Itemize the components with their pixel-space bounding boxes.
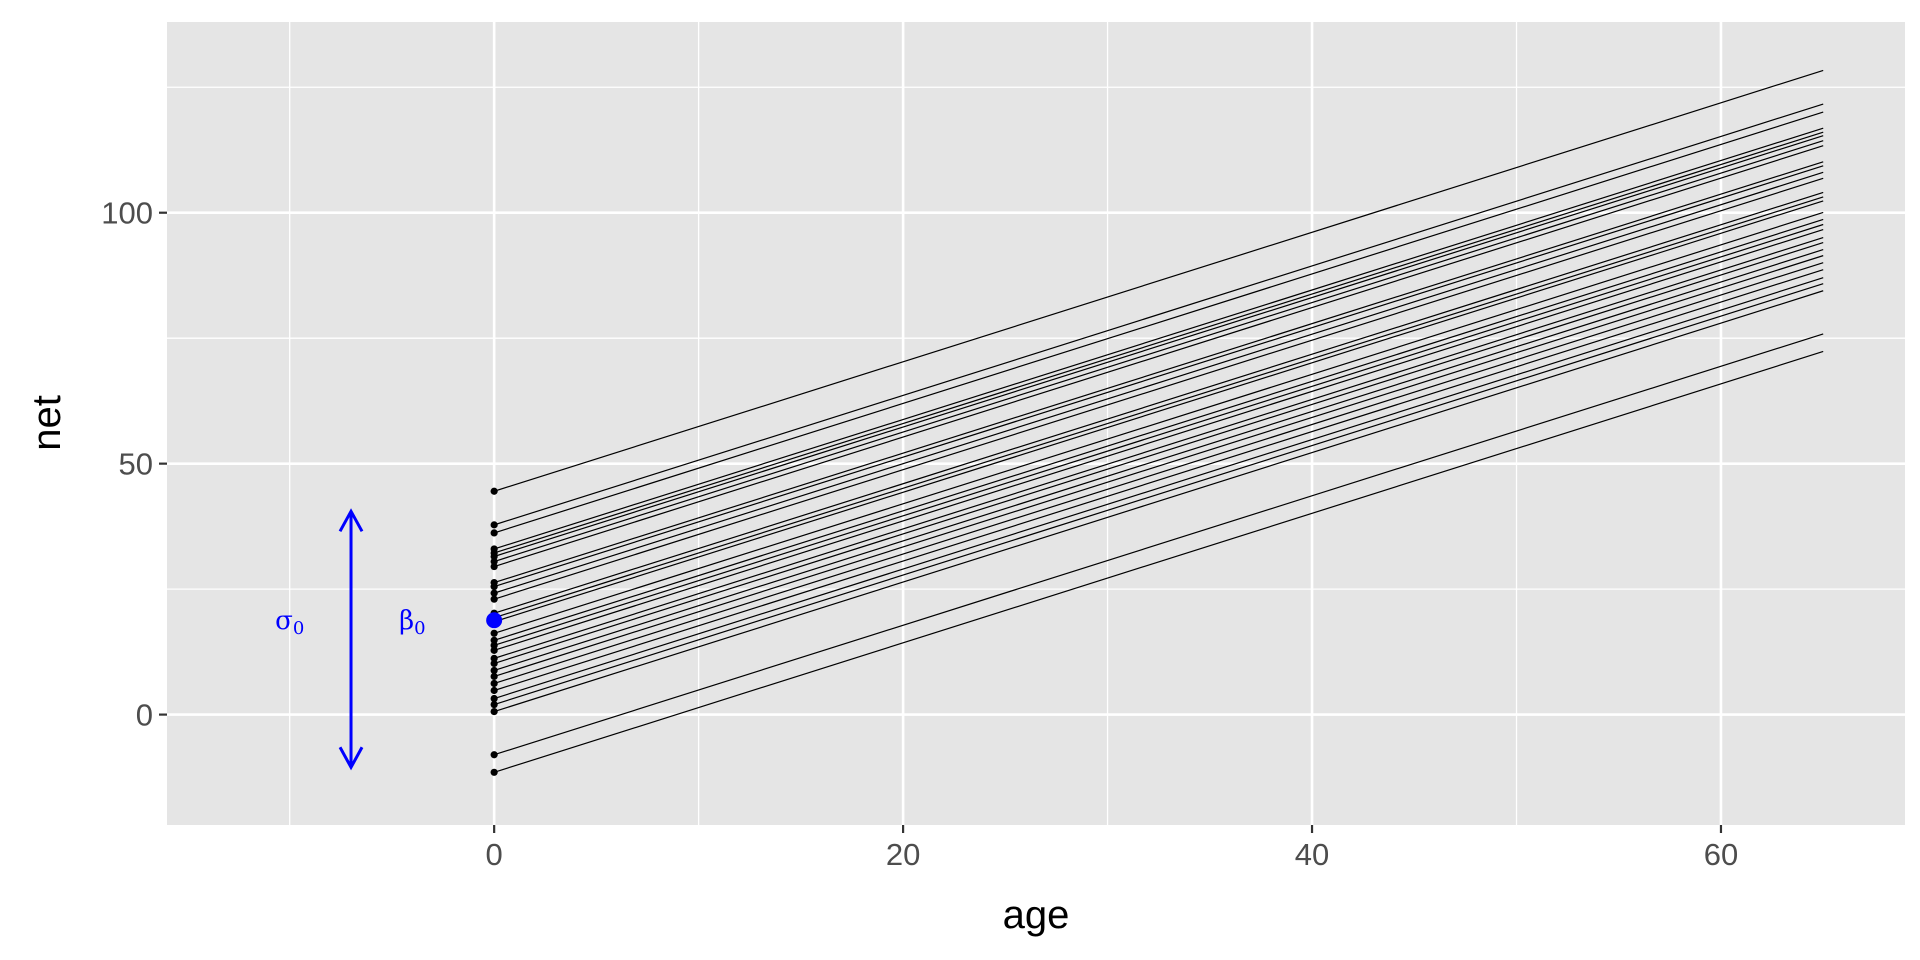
intercept-point <box>490 595 498 603</box>
y-tick-labels: 0 50 100 <box>101 196 153 733</box>
series-line <box>493 165 1824 588</box>
series-line <box>493 200 1824 623</box>
x-tick-label: 40 <box>1295 837 1329 872</box>
series-line <box>493 111 1824 534</box>
series-line <box>493 140 1824 563</box>
series-line <box>493 269 1824 692</box>
series-line <box>493 171 1824 594</box>
series-line <box>493 196 1824 619</box>
intercept-point <box>490 552 498 561</box>
intercept-point <box>490 583 498 591</box>
y-tick-label: 100 <box>101 196 153 231</box>
intercept-point <box>490 751 498 759</box>
intercept-point <box>490 521 498 529</box>
annotation-label: σ0 <box>275 606 304 639</box>
y-axis-title: net <box>25 395 69 451</box>
intercept-point <box>490 641 498 649</box>
series-line <box>493 127 1824 550</box>
series-line <box>493 135 1824 558</box>
intercept-point <box>490 654 498 662</box>
x-tick-label: 60 <box>1704 837 1738 872</box>
intercept-point <box>490 679 498 688</box>
intercept-point <box>490 694 498 703</box>
intercept-point <box>490 557 498 566</box>
sd-arrow-head-bottom <box>338 746 364 771</box>
series-line <box>493 69 1824 492</box>
sd-arrow-head-top <box>338 508 364 533</box>
series-line <box>493 218 1824 641</box>
series-points <box>490 487 498 776</box>
intercept-point <box>490 646 498 654</box>
x-tick-labels: 0 20 40 60 <box>486 837 1739 872</box>
intercept-point <box>490 636 498 644</box>
series-line <box>493 283 1824 706</box>
series-lines <box>493 69 1824 773</box>
x-axis-title: age <box>1003 893 1070 937</box>
series-line <box>493 236 1824 659</box>
plot-panel <box>167 22 1905 825</box>
grid-major <box>167 22 1905 825</box>
intercept-point <box>490 700 498 709</box>
x-tick-label: 20 <box>886 837 920 872</box>
axis-ticks <box>159 211 1723 833</box>
series-line <box>493 249 1824 671</box>
intercept-point <box>490 707 498 716</box>
intercept-point <box>490 487 498 495</box>
intercept-point <box>490 686 498 695</box>
series-line <box>493 350 1824 773</box>
y-tick-label: 0 <box>136 698 153 733</box>
annotation-label: β0 <box>399 606 425 639</box>
series-line <box>493 191 1824 614</box>
series-line <box>493 177 1824 600</box>
intercept-point <box>490 659 498 667</box>
series-line <box>493 103 1824 526</box>
series-line <box>493 277 1824 700</box>
annotations-layer: σ0 β0 <box>275 508 503 771</box>
series-line <box>493 223 1824 646</box>
intercept-point <box>490 529 498 537</box>
mean-intercept-point <box>486 612 503 629</box>
intercept-point <box>490 768 498 776</box>
series-line <box>493 131 1824 554</box>
series-line <box>493 211 1824 634</box>
intercept-point <box>490 589 498 597</box>
intercept-point <box>490 562 498 571</box>
series-line <box>493 242 1824 664</box>
series-line <box>493 255 1824 678</box>
intercept-point <box>490 672 498 681</box>
series-line <box>493 333 1824 756</box>
intercept-point <box>490 629 498 637</box>
series-line <box>493 161 1824 584</box>
intercept-point <box>490 666 498 675</box>
y-tick-label: 50 <box>119 447 153 482</box>
series-line <box>493 262 1824 685</box>
series-line <box>493 290 1824 713</box>
series-line <box>493 228 1824 651</box>
grid-minor <box>167 22 1905 825</box>
series-line <box>493 145 1824 568</box>
x-tick-label: 0 <box>486 837 503 872</box>
